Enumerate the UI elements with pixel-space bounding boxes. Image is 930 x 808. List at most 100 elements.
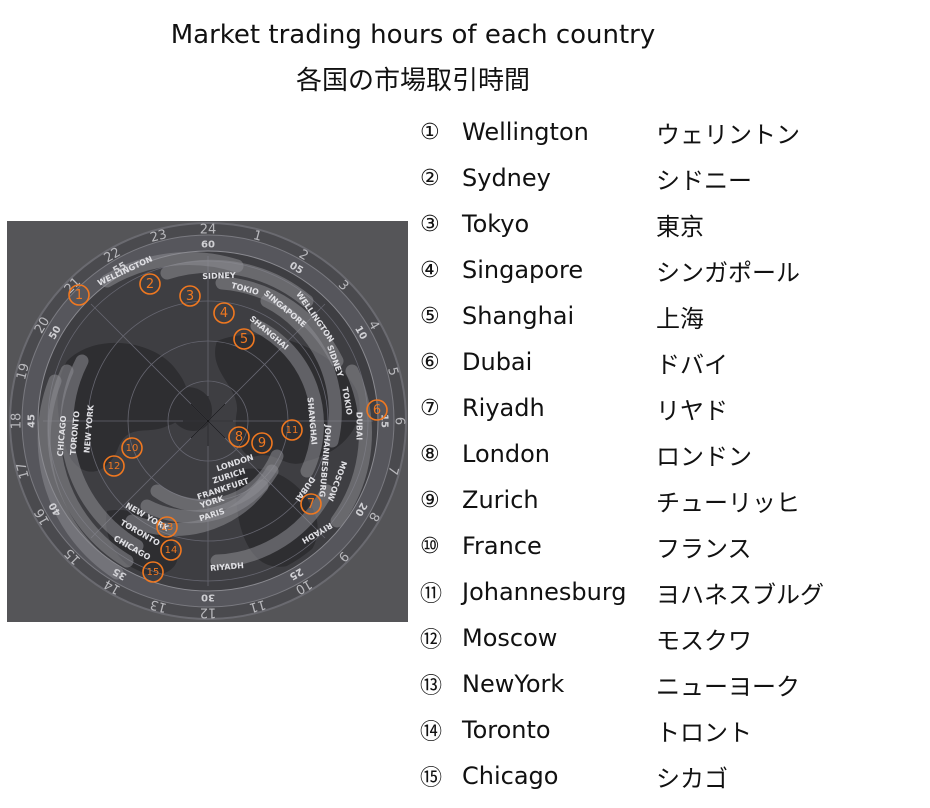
hour-label: 17 — [14, 460, 33, 480]
minute-label: 60 — [201, 240, 215, 251]
city-marker-ring — [121, 437, 143, 459]
legend-row: ⑬ NewYork ニューヨーク — [420, 664, 886, 704]
hour-label: 22 — [102, 245, 124, 266]
minute-label: 15 — [379, 414, 390, 428]
legend-city-english: Dubai — [462, 348, 533, 376]
legend-row: ⑮ Chicago シカゴ — [420, 756, 886, 796]
legend-city-japanese: リヤド — [656, 396, 728, 425]
legend-number: ⑨ — [420, 487, 440, 513]
legend-city-japanese: シドニー — [656, 166, 752, 195]
city-marker-ring — [68, 284, 90, 306]
hour-label: 13 — [149, 596, 169, 615]
band-chicago — [37, 374, 124, 580]
city-marker-ring — [103, 455, 125, 477]
market-band-label: RIYADH — [210, 561, 244, 573]
city-marker-ring — [251, 432, 273, 454]
legend-number: ⑫ — [420, 628, 443, 653]
legend-city-english: Singapore — [462, 256, 584, 284]
legend-city-japanese: ドバイ — [656, 350, 728, 379]
minute-label: 45 — [27, 414, 38, 428]
clock-svg: 24 1234567891011121314151617181920212223 … — [9, 222, 407, 620]
legend-row: ⑭ Toronto トロント — [420, 710, 886, 750]
city-marker-ring — [179, 285, 201, 307]
legend-row: ⑩ France フランス — [420, 526, 886, 566]
city-marker-number: 9 — [258, 436, 266, 451]
land-north-america — [57, 342, 188, 472]
trading-bands — [37, 252, 372, 580]
legend-row: ⑪ Johannesburg ヨハネスブルグ — [420, 572, 886, 612]
city-marker-number: 8 — [235, 430, 243, 445]
legend-city-english: Chicago — [462, 762, 559, 790]
band-singapore — [260, 294, 342, 448]
legend-city-japanese: ニューヨーク — [656, 672, 800, 701]
city-marker-ring — [233, 328, 255, 350]
minute-label: 30 — [201, 592, 215, 603]
city-marker-ring — [156, 516, 178, 538]
hour-label: 1 — [251, 228, 263, 245]
legend-city-japanese: ヨハネスブルグ — [656, 580, 824, 609]
legend-row: ⑧ London ロンドン — [420, 434, 886, 474]
city-marker-number: 5 — [240, 332, 248, 347]
city-marker-ring — [228, 426, 250, 448]
legend-number: ② — [420, 165, 440, 191]
city-marker-ring — [300, 493, 322, 515]
legend-number: ① — [420, 119, 440, 145]
city-marker-ring — [142, 561, 164, 583]
city-marker-number: 10 — [126, 443, 139, 454]
market-band-label: TORONTO — [69, 410, 82, 455]
city-marker-number: 3 — [186, 289, 194, 304]
legend-city-english: Sydney — [462, 164, 551, 192]
legend-row: ⑥ Dubai ドバイ — [420, 342, 886, 382]
hour-label: 7 — [384, 464, 401, 476]
land-greenland — [166, 387, 212, 431]
hour-label: 10 — [293, 576, 315, 597]
hour-label: 18 — [10, 413, 25, 430]
legend-row: ⑦ Riyadh リヤド — [420, 388, 886, 428]
hour-label: 12 — [200, 605, 217, 620]
legend-number: ③ — [420, 211, 440, 237]
city-marker-number: 1 — [75, 288, 83, 303]
legend-row: ① Wellington ウェリントン — [420, 112, 886, 152]
market-band-label: CHICAGO — [56, 415, 69, 457]
city-marker-ring — [213, 302, 235, 324]
legend-city-english: Tokyo — [462, 210, 530, 238]
market-band-label: NEW YORK — [82, 404, 95, 454]
band-shanghai — [250, 319, 324, 478]
city-marker-number: 11 — [286, 425, 299, 436]
market-clock-map: 24 1 2 3 4 5 6 7 8 9 10 11 12 13 14 15 16 17 18 19 20 21 22 23 … — [7, 221, 408, 622]
legend-city-japanese: 東京 — [656, 212, 704, 241]
city-marker-number: 15 — [147, 567, 160, 578]
city-marker-ring — [160, 539, 182, 561]
hour-label: 19 — [14, 362, 33, 382]
city-marker-number: 2 — [146, 277, 154, 292]
legend-city-english: Shanghai — [462, 302, 575, 330]
band-toronto — [47, 364, 134, 568]
city-marker-number: 6 — [373, 403, 381, 418]
pole-marker — [183, 396, 233, 446]
hour-label: 6 — [392, 417, 407, 425]
legend-city-japanese: シカゴ — [656, 764, 728, 793]
legend-city-japanese: 上海 — [656, 304, 704, 333]
legend-city-japanese: フランス — [656, 534, 752, 563]
legend-city-japanese: モスクワ — [656, 626, 752, 655]
legend-number: ⑦ — [420, 395, 440, 421]
city-marker-ring — [139, 273, 161, 295]
legend-city-japanese: ロンドン — [656, 442, 752, 471]
title-english: Market trading hours of each country — [170, 20, 656, 50]
legend-row: ② Sydney シドニー — [420, 158, 886, 198]
market-band-label: SIDNEY — [202, 271, 236, 281]
legend-city-english: Toronto — [462, 716, 551, 744]
legend-city-english: London — [462, 440, 550, 468]
legend-row: ③ Tokyo 東京 — [420, 204, 886, 244]
legend-city-japanese: トロント — [656, 718, 752, 747]
hour-label: 5 — [384, 366, 401, 378]
market-band-label: DUBAI — [355, 412, 364, 440]
legend-city-english: NewYork — [462, 670, 565, 698]
legend-row: ⑫ Moscow モスクワ — [420, 618, 886, 658]
legend-row: ⑨ Zurich チューリッヒ — [420, 480, 886, 520]
band-tokyo — [215, 276, 344, 368]
city-marker-number: 14 — [165, 545, 178, 556]
legend-city-japanese: ウェリントン — [656, 120, 800, 149]
title-japanese: 各国の市場取引時間 — [295, 66, 530, 96]
